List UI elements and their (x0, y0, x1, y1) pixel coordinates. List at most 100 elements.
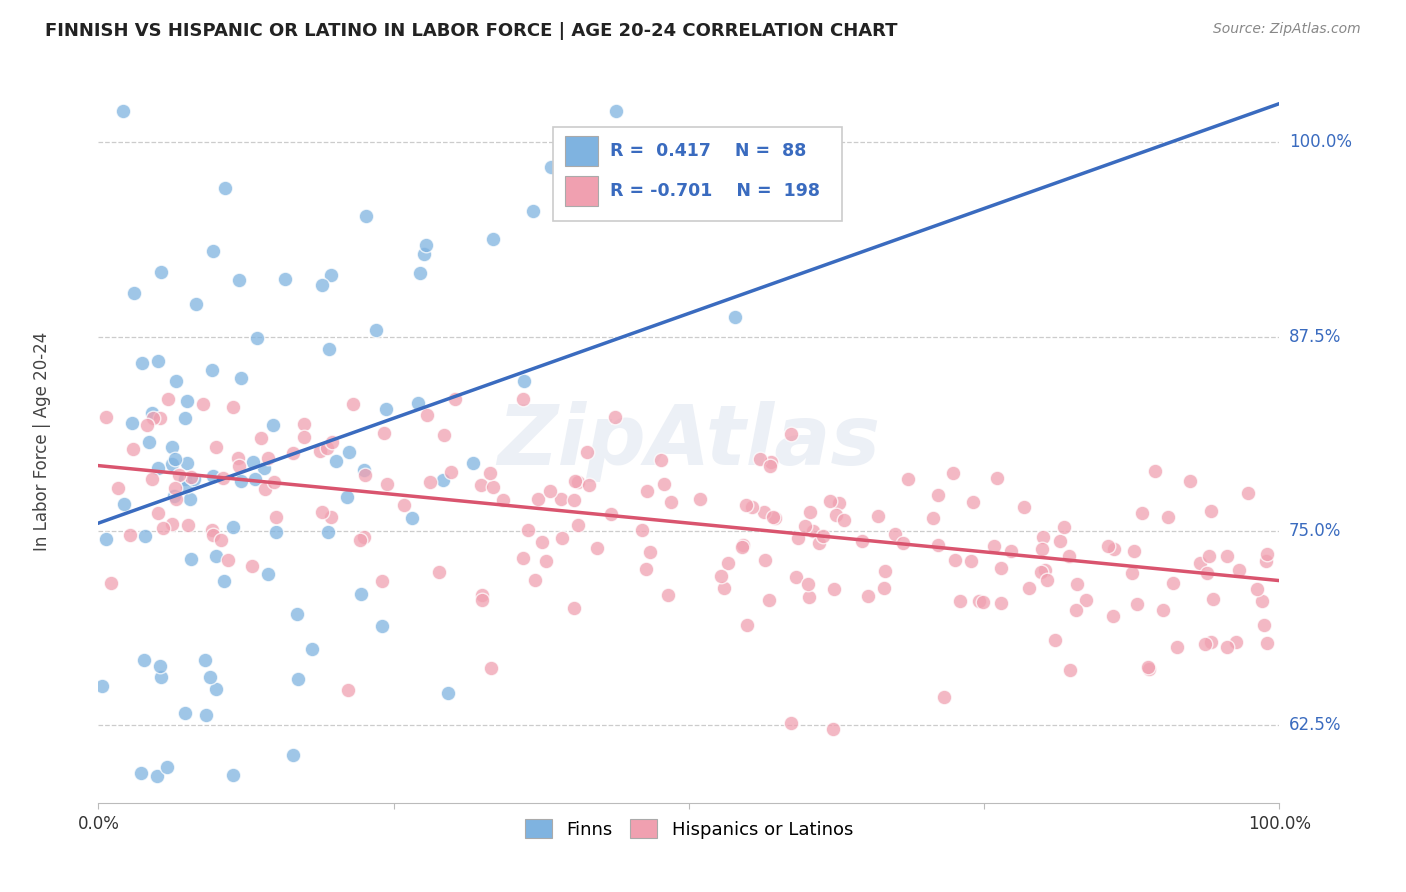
Point (603, 409, 626, 424)
Point (536, 554, 558, 568)
Point (416, 408, 439, 422)
Point (600, 507, 623, 521)
Point (257, 566, 280, 581)
Point (1066, 577, 1088, 591)
Point (1018, 582, 1040, 596)
Point (1202, 592, 1225, 607)
Point (141, 406, 163, 420)
Point (193, 396, 215, 410)
Text: 62.5%: 62.5% (1289, 716, 1341, 734)
Point (1000, 543, 1022, 558)
Point (249, 431, 271, 445)
Point (1194, 637, 1216, 651)
Point (527, 492, 550, 507)
Point (263, 475, 285, 489)
Point (481, 480, 503, 494)
Point (551, 531, 574, 545)
Point (1064, 603, 1087, 617)
Point (1076, 593, 1098, 607)
Point (204, 549, 226, 564)
Point (1236, 486, 1258, 500)
Point (325, 453, 347, 467)
Point (927, 488, 949, 502)
Text: Source: ZipAtlas.com: Source: ZipAtlas.com (1213, 22, 1361, 37)
Point (578, 478, 600, 492)
Point (1143, 465, 1166, 479)
Point (586, 541, 609, 555)
Point (316, 524, 339, 539)
Point (471, 588, 494, 602)
Point (825, 508, 848, 522)
Point (256, 451, 278, 466)
Point (479, 661, 502, 675)
Point (478, 466, 501, 480)
Point (222, 520, 245, 534)
Point (1122, 544, 1144, 558)
Point (141, 472, 163, 486)
Point (353, 463, 375, 477)
Point (717, 557, 740, 571)
Point (1097, 539, 1119, 553)
FancyBboxPatch shape (565, 176, 598, 206)
Point (316, 441, 339, 455)
Point (253, 460, 276, 475)
Point (1126, 597, 1149, 611)
Point (433, 428, 456, 442)
Point (866, 509, 889, 524)
Point (292, 430, 315, 444)
Point (1198, 549, 1220, 563)
Point (162, 457, 184, 471)
Text: 0.0%: 0.0% (77, 815, 120, 833)
Point (759, 459, 782, 474)
Point (156, 760, 179, 774)
Point (884, 527, 907, 541)
Point (780, 715, 803, 730)
Point (657, 588, 679, 602)
Point (371, 619, 394, 633)
Point (444, 392, 467, 406)
Point (562, 492, 585, 507)
Point (934, 690, 956, 705)
Point (374, 402, 396, 417)
Point (640, 545, 662, 559)
Point (754, 553, 776, 567)
Point (180, 470, 202, 484)
Point (176, 456, 198, 470)
Point (1216, 640, 1239, 654)
Point (353, 530, 375, 544)
Point (818, 494, 841, 508)
Point (550, 492, 572, 507)
Point (799, 505, 821, 519)
Point (231, 474, 253, 488)
Point (253, 483, 276, 497)
Point (567, 475, 589, 489)
Point (146, 506, 169, 520)
Point (371, 574, 394, 588)
Point (183, 472, 205, 486)
Point (240, 559, 263, 574)
Point (94, 410, 117, 425)
Point (1014, 500, 1036, 514)
Text: R = -0.701    N =  198: R = -0.701 N = 198 (610, 182, 820, 200)
Point (1152, 603, 1174, 617)
Point (1161, 576, 1184, 591)
Text: 75.0%: 75.0% (1289, 522, 1341, 540)
Point (538, 484, 561, 499)
Point (576, 444, 599, 458)
Point (741, 500, 763, 515)
Point (1251, 594, 1274, 608)
Point (891, 535, 914, 549)
Point (875, 564, 897, 578)
Point (160, 517, 183, 532)
Point (354, 209, 377, 223)
Point (138, 434, 160, 449)
Point (785, 570, 807, 584)
Point (321, 268, 343, 282)
Point (990, 596, 1012, 610)
Text: ZipAtlas: ZipAtlas (498, 401, 880, 482)
Text: R =  0.417    N =  88: R = 0.417 N = 88 (610, 142, 806, 160)
Point (167, 468, 190, 483)
Point (149, 659, 172, 673)
Point (202, 527, 225, 541)
Point (990, 561, 1012, 575)
